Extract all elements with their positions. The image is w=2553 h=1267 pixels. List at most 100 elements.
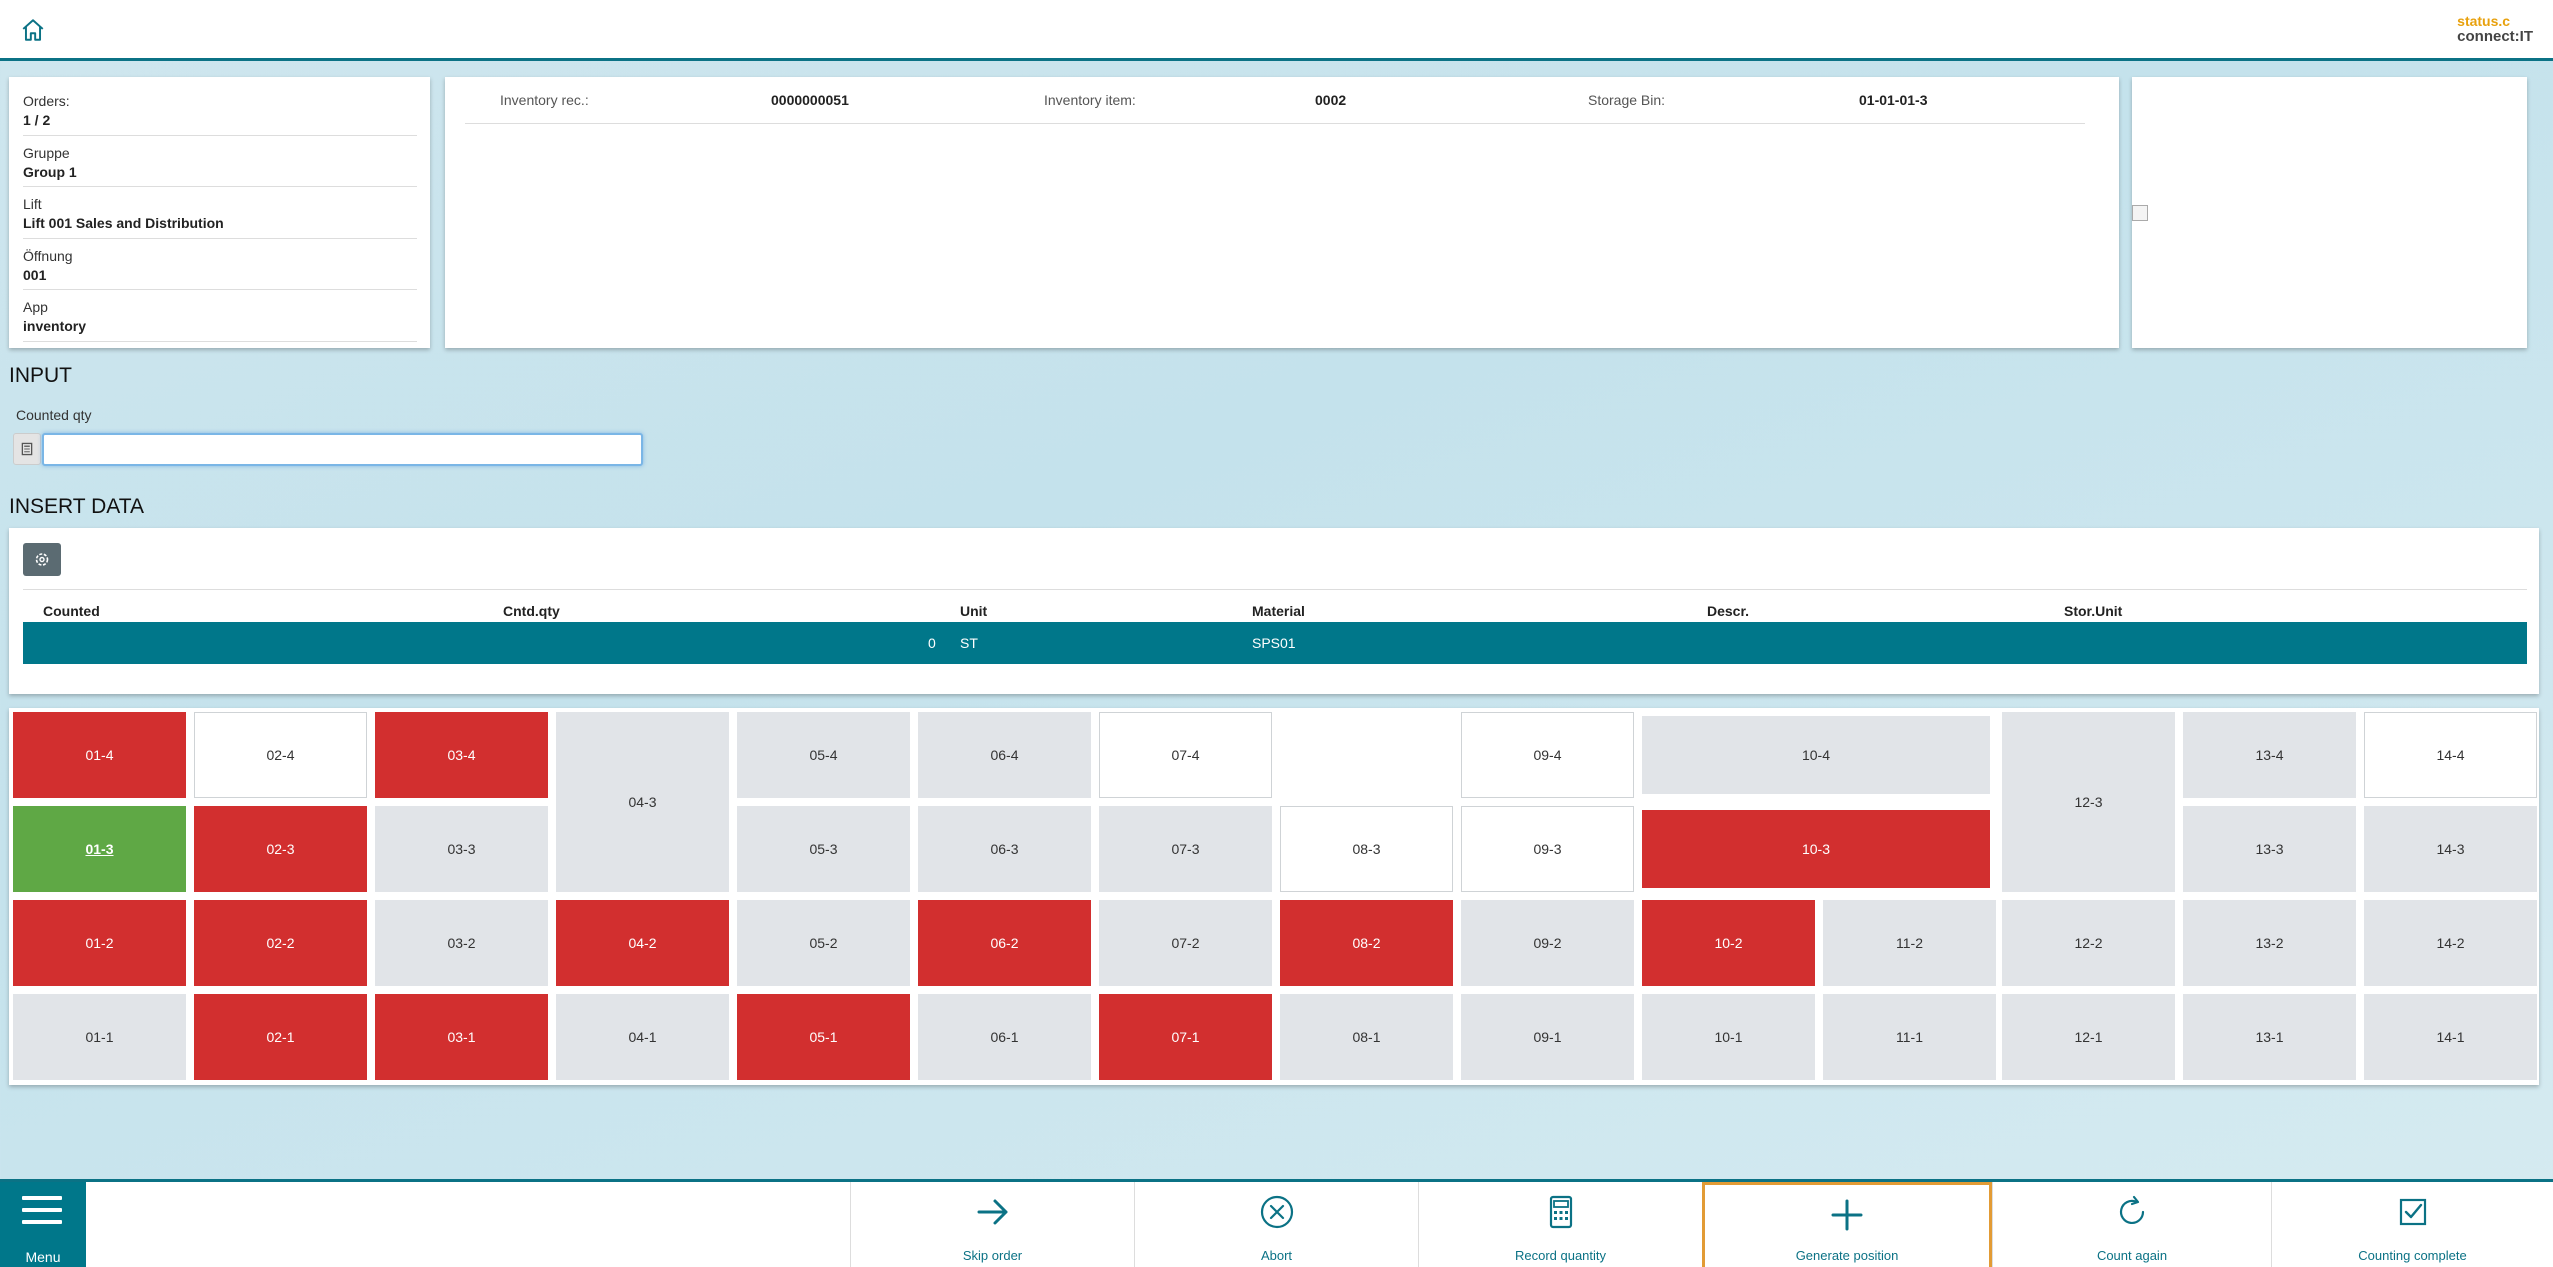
info-label: App	[23, 299, 48, 315]
menu-button[interactable]: Menu	[0, 1182, 86, 1267]
counted-qty-input[interactable]	[42, 433, 643, 466]
compartment-cell[interactable]: 02-4	[194, 712, 367, 798]
compartment-cell[interactable]: 12-3	[2002, 712, 2175, 892]
compartment-cell[interactable]: 12-1	[2002, 994, 2175, 1080]
logo: status.c connect:IT	[2457, 13, 2533, 45]
inventory-record-panel: Inventory rec.: 0000000051 Inventory ite…	[445, 77, 2119, 348]
compartment-cell[interactable]: 09-2	[1461, 900, 1634, 986]
compartment-cell[interactable]: 06-4	[918, 712, 1091, 798]
storage-bin-value: 01-01-01-3	[1859, 92, 1928, 108]
compartment-cell[interactable]: 01-1	[13, 994, 186, 1080]
bottom-action-bar: Menu Skip order Abort Record quantity Ge…	[0, 1179, 2553, 1267]
info-label: Gruppe	[23, 144, 70, 161]
info-row-orders: Orders: 1 / 2	[23, 84, 417, 136]
compartment-cell[interactable]: 03-3	[375, 806, 548, 892]
inventory-rec-label: Inventory rec.:	[500, 92, 589, 108]
home-icon[interactable]	[20, 17, 46, 43]
count-again-label: Count again	[2096, 1248, 2168, 1263]
gear-icon[interactable]	[23, 543, 61, 576]
compartment-cell[interactable]: 05-1	[737, 994, 910, 1080]
compartment-cell[interactable]: 02-2	[194, 900, 367, 986]
info-label: Öffnung	[23, 247, 73, 264]
info-value: 1 / 2	[23, 112, 51, 128]
divider	[23, 576, 2527, 590]
checkbox-icon	[2399, 1198, 2426, 1226]
compartment-cell[interactable]: 13-3	[2183, 806, 2356, 892]
info-value: Group 1	[23, 163, 77, 180]
compartment-cell[interactable]: 03-2	[375, 900, 548, 986]
abort-button[interactable]: Abort	[1134, 1182, 1418, 1267]
compartment-cell[interactable]: 09-4	[1461, 712, 1634, 798]
compartment-cell[interactable]: 13-1	[2183, 994, 2356, 1080]
compartment-cell[interactable]: 09-1	[1461, 994, 1634, 1080]
top-bar: status.c connect:IT	[0, 0, 2553, 61]
compartment-cell[interactable]: 06-1	[918, 994, 1091, 1080]
generate-position-button[interactable]: Generate position	[1702, 1182, 1992, 1267]
compartment-cell[interactable]: 10-1	[1642, 994, 1815, 1080]
column-header: Material	[1252, 603, 1305, 619]
inventory-item-value: 0002	[1315, 92, 1347, 108]
skip-order-label: Skip order	[962, 1248, 1023, 1263]
refresh-icon	[2119, 1195, 2145, 1224]
inventory-item-label: Inventory item:	[1044, 92, 1136, 108]
compartment-cell[interactable]: 14-2	[2364, 900, 2537, 986]
broken-image-icon	[2132, 205, 2148, 221]
compartment-cell[interactable]: 03-1	[375, 994, 548, 1080]
info-value: Lift 001 Sales and Distribution	[23, 215, 224, 231]
compartment-cell[interactable]: 07-2	[1099, 900, 1272, 986]
abort-label: Abort	[1260, 1248, 1293, 1263]
column-header: Cntd.qty	[503, 603, 560, 619]
table-header: Counted Cntd.qty Unit Material Descr. St…	[23, 590, 2527, 626]
compartment-cell[interactable]: 04-1	[556, 994, 729, 1080]
compartment-cell[interactable]: 10-3	[1642, 810, 1990, 888]
compartment-cell[interactable]: 05-4	[737, 712, 910, 798]
cell-cntd-qty: 0	[928, 635, 936, 651]
compartment-cell[interactable]: 14-1	[2364, 994, 2537, 1080]
calculator-icon[interactable]	[13, 433, 41, 465]
record-quantity-button[interactable]: Record quantity	[1418, 1182, 1702, 1267]
compartment-cell[interactable]: 02-3	[194, 806, 367, 892]
logo-line1: status.c	[2457, 13, 2511, 29]
compartment-cell[interactable]: 14-4	[2364, 712, 2537, 798]
compartment-cell[interactable]: 05-3	[737, 806, 910, 892]
compartment-cell[interactable]: 02-1	[194, 994, 367, 1080]
menu-label: Menu	[25, 1249, 61, 1265]
info-label: Lift	[23, 196, 42, 212]
compartment-cell[interactable]: 07-3	[1099, 806, 1272, 892]
compartment-cell[interactable]: 07-1	[1099, 994, 1272, 1080]
compartment-cell[interactable]: 06-2	[918, 900, 1091, 986]
compartment-cell[interactable]: 08-2	[1280, 900, 1453, 986]
compartment-cell[interactable]: 08-3	[1280, 806, 1453, 892]
insert-data-table: Counted Cntd.qty Unit Material Descr. St…	[9, 528, 2539, 694]
compartment-cell[interactable]: 14-3	[2364, 806, 2537, 892]
compartment-cell[interactable]: 10-4	[1642, 716, 1990, 794]
compartment-cell[interactable]: 01-3	[13, 806, 186, 892]
compartment-cell[interactable]: 12-2	[2002, 900, 2175, 986]
column-header: Stor.Unit	[2064, 603, 2123, 619]
compartment-cell[interactable]: 06-3	[918, 806, 1091, 892]
compartment-cell[interactable]: 03-4	[375, 712, 548, 798]
table-row[interactable]: 0 ST SPS01	[23, 622, 2527, 664]
compartment-cell[interactable]: 09-3	[1461, 806, 1634, 892]
compartment-cell[interactable]: 11-2	[1823, 900, 1996, 986]
counting-complete-button[interactable]: Counting complete	[2271, 1182, 2553, 1267]
compartment-cell[interactable]: 13-4	[2183, 712, 2356, 798]
compartment-cell[interactable]: 01-2	[13, 900, 186, 986]
info-label: Orders:	[23, 93, 70, 109]
compartment-cell[interactable]: 04-3	[556, 712, 729, 892]
compartment-cell[interactable]: 01-4	[13, 712, 186, 798]
cell-material: SPS01	[1252, 635, 1296, 651]
skip-order-button[interactable]: Skip order	[850, 1182, 1134, 1267]
compartment-cell[interactable]: 04-2	[556, 900, 729, 986]
count-again-button[interactable]: Count again	[1992, 1182, 2271, 1267]
compartment-cell[interactable]: 11-1	[1823, 994, 1996, 1080]
compartment-cell[interactable]: 07-4	[1099, 712, 1272, 798]
compartment-cell[interactable]: 13-2	[2183, 900, 2356, 986]
inventory-record-row: Inventory rec.: 0000000051 Inventory ite…	[465, 77, 2085, 124]
record-quantity-label: Record quantity	[1514, 1248, 1607, 1263]
compartment-cell[interactable]: 05-2	[737, 900, 910, 986]
compartment-cell[interactable]: 10-2	[1642, 900, 1815, 986]
compartment-cell	[1280, 712, 1453, 798]
plus-icon	[1831, 1199, 1863, 1231]
compartment-cell[interactable]: 08-1	[1280, 994, 1453, 1080]
